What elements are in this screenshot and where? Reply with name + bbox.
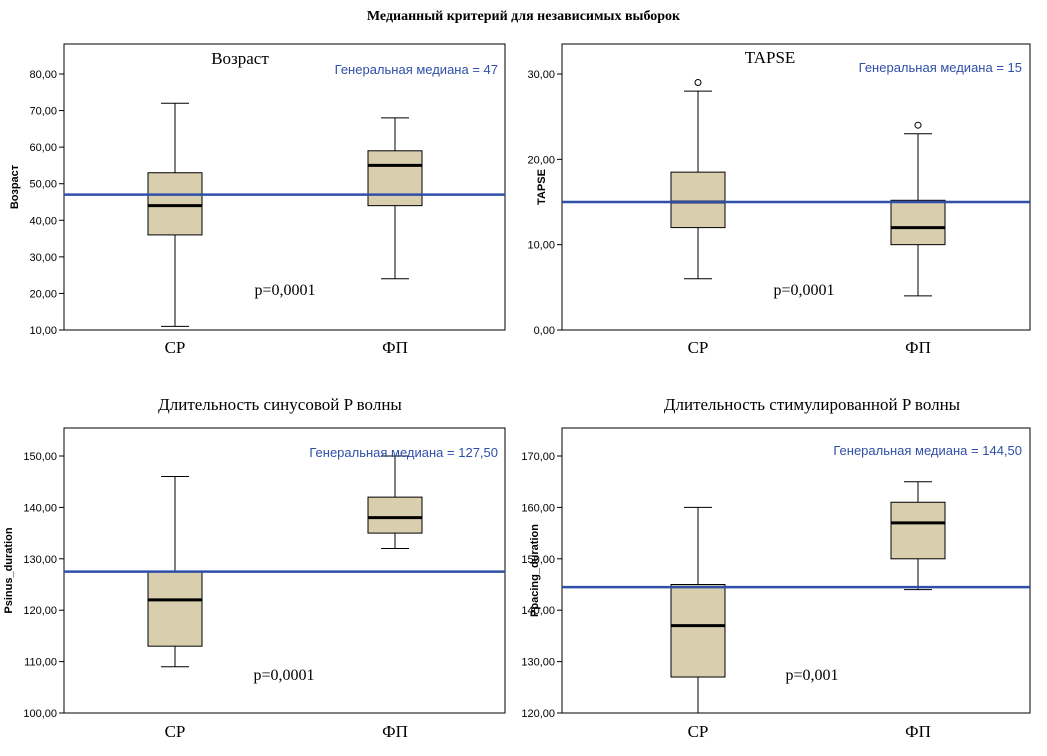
box-iqr — [890, 199, 946, 246]
box-iqr — [147, 172, 203, 236]
plot-frame — [63, 43, 506, 331]
y-tick-label: 170,00 — [521, 451, 555, 463]
boxplot-panel-3: 100,00 110,00 120,00 130,00 140,00 150,00 Psin… — [3, 395, 506, 741]
outlier-point — [914, 121, 922, 129]
boxplot-panel-1: 10,00 20,00 30,00 40,00 50,00 60,00 70,00 80,00… — [9, 43, 506, 357]
y-tick-label: 30,00 — [29, 252, 57, 264]
grand-median-label: Генеральная медиана = 47 — [335, 62, 498, 77]
plot-frame — [561, 43, 1031, 331]
boxplot-panel-4: 120,00 130,00 140,00 150,00 160,00 170,00 Ppac… — [521, 395, 1031, 741]
y-axis-label: Возраст — [9, 164, 21, 209]
box-iqr — [367, 150, 423, 207]
y-tick-label: 0,00 — [534, 325, 555, 337]
y-tick-label: 160,00 — [521, 502, 555, 514]
y-tick-label: 50,00 — [29, 179, 57, 191]
p-value-label: p=0,0001 — [253, 667, 314, 684]
y-tick-label: 30,00 — [527, 69, 555, 81]
panel-title: Возраст — [211, 49, 269, 68]
box-iqr — [147, 571, 203, 647]
grand-median-label: Генеральная медиана = 15 — [859, 60, 1022, 75]
x-category-label: СР — [165, 338, 186, 357]
x-category-label: ФП — [382, 722, 408, 741]
y-axis-label: TAPSE — [536, 169, 548, 205]
panel-title: Длительность синусовой P волны — [158, 395, 402, 414]
y-tick-label: 140,00 — [23, 502, 57, 514]
x-category-label: ФП — [382, 338, 408, 357]
y-tick-label: 110,00 — [24, 657, 57, 669]
panel-title: TAPSE — [745, 48, 796, 67]
y-tick-label: 120,00 — [23, 605, 57, 617]
y-axis-label: Ppacing_duration — [529, 524, 541, 617]
boxplot-panel-2: 0,00 10,00 20,00 30,00 TAPSE СР ФП Генеральная … — [527, 43, 1031, 357]
y-tick-label: 150,00 — [521, 554, 555, 566]
box-iqr — [670, 584, 726, 678]
y-tick-label: 150,00 — [23, 451, 57, 463]
x-category-label: ФП — [905, 722, 931, 741]
y-tick-label: 130,00 — [23, 554, 57, 566]
x-category-label: СР — [165, 722, 186, 741]
y-tick-label: 10,00 — [527, 240, 555, 252]
y-tick-label: 120,00 — [521, 708, 555, 720]
grand-median-label: Генеральная медиана = 144,50 — [833, 443, 1022, 458]
y-tick-label: 140,00 — [521, 605, 555, 617]
panel-title: Длительность стимулированной P волны — [664, 395, 961, 414]
p-value-label: p=0,0001 — [773, 282, 834, 299]
y-tick-label: 70,00 — [29, 106, 57, 118]
y-tick-label: 20,00 — [29, 288, 57, 300]
box-iqr — [890, 501, 946, 560]
y-tick-label: 130,00 — [521, 657, 555, 669]
y-tick-label: 100,00 — [23, 708, 57, 720]
y-tick-label: 20,00 — [527, 154, 555, 166]
plot-frame — [561, 427, 1031, 714]
box-iqr — [670, 171, 726, 229]
box-iqr — [367, 496, 423, 534]
x-category-label: ФП — [905, 338, 931, 357]
figure-title: Медианный критерий для независимых выбор… — [366, 9, 681, 24]
p-value-label: p=0,001 — [785, 667, 838, 684]
x-category-label: СР — [688, 722, 709, 741]
x-category-label: СР — [688, 338, 709, 357]
y-axis-label: Psinus_duration — [3, 527, 15, 613]
p-value-label: p=0,0001 — [254, 282, 315, 299]
grand-median-label: Генеральная медиана = 127,50 — [309, 445, 498, 460]
y-tick-label: 80,00 — [29, 69, 57, 81]
y-tick-label: 40,00 — [29, 215, 57, 227]
y-tick-label: 60,00 — [29, 142, 57, 154]
outlier-point — [694, 79, 702, 87]
y-tick-label: 10,00 — [29, 325, 57, 337]
